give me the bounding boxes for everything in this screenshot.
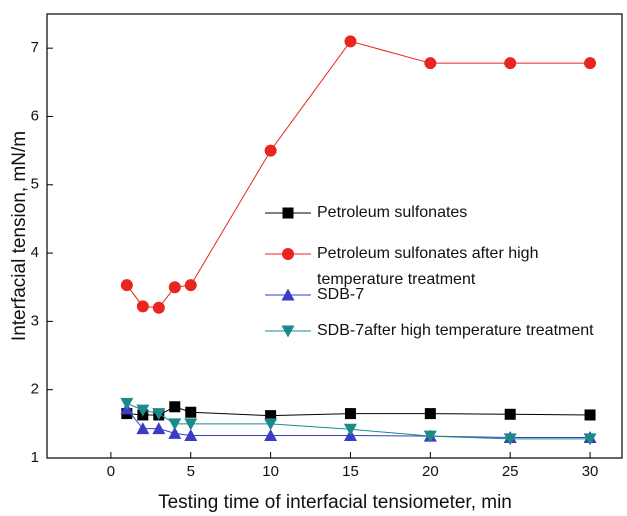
marker <box>282 207 294 219</box>
marker <box>424 57 437 70</box>
y-tick-label: 5 <box>31 176 39 193</box>
marker <box>344 408 356 420</box>
marker <box>281 288 295 301</box>
legend-label-box: SDB-7 <box>317 286 365 303</box>
marker <box>169 401 181 413</box>
marker <box>504 57 517 70</box>
legend-item: Petroleum sulfonates <box>265 204 468 221</box>
legend-label: Petroleum sulfonates <box>317 204 468 221</box>
y-tick-label: 3 <box>31 312 39 329</box>
x-tick-label: 0 <box>107 463 115 480</box>
y-axis-title: Interfacial tension, mN/m <box>9 131 30 341</box>
marker <box>184 418 198 431</box>
marker <box>584 409 596 421</box>
marker <box>264 418 278 431</box>
marker <box>264 428 278 441</box>
marker <box>344 35 357 48</box>
legend-label: Petroleum sulfonates after high temperat… <box>317 245 539 288</box>
marker <box>168 426 182 439</box>
legend-item: SDB-7 <box>265 286 365 303</box>
marker <box>343 423 357 436</box>
legend-label-box: Petroleum sulfonates after high temperat… <box>317 245 539 288</box>
marker <box>136 300 149 313</box>
legend-label: SDB-7after high temperature treatment <box>317 322 594 339</box>
x-tick-label: 20 <box>422 463 439 480</box>
marker <box>168 418 182 431</box>
y-tick-label: 2 <box>31 381 39 398</box>
legend-item: Petroleum sulfonates after high temperat… <box>265 245 539 288</box>
series-line <box>126 40 591 309</box>
y-tick-label: 4 <box>31 244 39 261</box>
x-tick-label: 5 <box>187 463 195 480</box>
series-line <box>126 406 591 417</box>
series-line <box>126 402 591 440</box>
marker <box>503 433 517 446</box>
legend-label: SDB-7 <box>317 286 365 303</box>
marker <box>265 410 277 422</box>
marker <box>136 404 150 417</box>
marker <box>152 408 166 421</box>
x-tick-label: 10 <box>262 463 279 480</box>
marker <box>120 397 134 410</box>
marker <box>152 301 165 314</box>
series-line <box>126 408 591 439</box>
marker <box>281 325 295 338</box>
marker <box>184 428 198 441</box>
x-tick-label: 25 <box>502 463 519 480</box>
marker <box>152 422 166 435</box>
marker <box>136 422 150 435</box>
y-tick-label: 7 <box>31 39 39 56</box>
legend-label-box: Petroleum sulfonates <box>317 204 468 221</box>
marker <box>504 408 516 420</box>
marker <box>423 430 437 443</box>
x-tick-label: 15 <box>342 463 359 480</box>
marker <box>264 144 277 157</box>
marker <box>185 406 197 418</box>
marker <box>584 57 597 70</box>
marker <box>184 279 197 292</box>
marker <box>583 433 597 446</box>
plot-frame <box>46 13 623 459</box>
marker <box>282 248 294 260</box>
y-tick-label: 1 <box>31 449 39 466</box>
x-axis-title: Testing time of interfacial tensiometer,… <box>158 492 512 513</box>
y-tick-label: 6 <box>31 107 39 124</box>
marker <box>424 408 436 420</box>
legend-item: SDB-7after high temperature treatment <box>265 322 594 339</box>
legend-label-box: SDB-7after high temperature treatment <box>317 322 594 339</box>
x-tick-label: 30 <box>582 463 599 480</box>
marker <box>168 281 181 294</box>
marker <box>120 279 133 292</box>
